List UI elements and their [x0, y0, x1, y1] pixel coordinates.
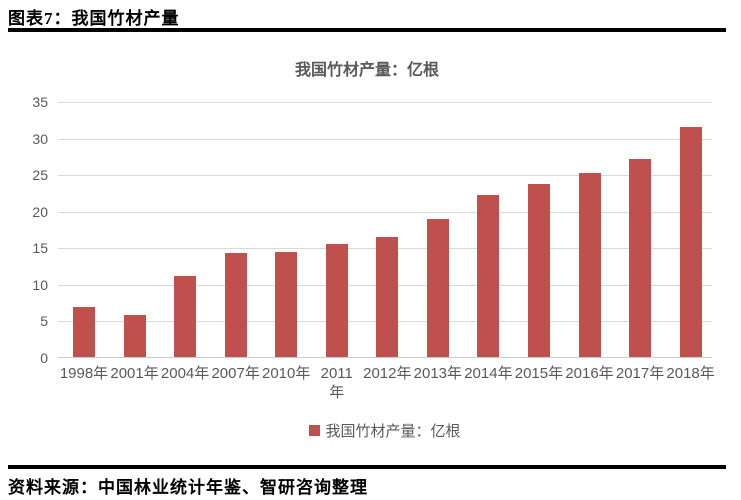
bar-1998年 [73, 307, 95, 357]
x-tick-label: 2015年 [514, 365, 564, 382]
figure-title: 图表7：我国竹材产量 [8, 9, 180, 28]
bar-2013年 [426, 218, 449, 357]
y-tick-label: 20 [32, 203, 48, 220]
x-tick-label: 2010年 [262, 365, 311, 382]
plot-area [58, 102, 712, 358]
figure-source: 资料来源：中国林业统计年鉴、智研咨询整理 [8, 478, 368, 497]
bar-2012年 [376, 237, 399, 357]
legend-swatch [309, 425, 321, 436]
x-tick-label: 2014年 [464, 365, 513, 382]
x-tick-label: 2012年 [363, 365, 412, 382]
chart-title: 我国竹材产量：亿根 [294, 62, 439, 79]
x-axis-labels: 1998年 2001年 2004年 2007年 2010年 2011 年 2012年 2013… [58, 364, 715, 406]
bar-2018年 [679, 126, 702, 357]
x-tick-label: 1998年 [59, 365, 109, 382]
x-tick-label: 2017年 [615, 365, 665, 382]
bar-2007年 [224, 253, 247, 357]
x-tick-label: 2001年 [110, 365, 159, 382]
y-tick-label: 15 [32, 240, 48, 257]
bar-2010年 [275, 251, 298, 357]
bar-2004年 [174, 275, 197, 357]
bar-2017年 [629, 158, 652, 357]
y-axis-labels: 0 5 10 15 20 25 30 35 [10, 94, 48, 366]
x-tick-label: 2013年 [413, 365, 463, 382]
bar-2014年 [477, 194, 500, 357]
x-tick-label: 2018年 [666, 365, 715, 382]
gridline [58, 138, 712, 140]
y-tick-label: 30 [32, 130, 48, 147]
x-tick-label: 2004年 [160, 365, 210, 382]
x-tick-label: 2007年 [211, 365, 260, 382]
x-axis-line [58, 357, 712, 358]
y-tick-label: 0 [40, 350, 48, 366]
bar-2011年 [325, 243, 348, 357]
figure-header: 图表7：我国竹材产量 [8, 4, 180, 29]
bar-2016年 [578, 173, 601, 357]
header-rule [8, 28, 726, 32]
gridline [58, 175, 712, 177]
x-tick-label: 2011 年 [320, 365, 353, 401]
legend-label: 我国竹材产量：亿根 [325, 423, 461, 440]
y-tick-label: 10 [32, 276, 48, 293]
y-tick-label: 35 [32, 94, 48, 110]
footer-rule [8, 465, 726, 469]
gridline [58, 102, 712, 103]
x-tick-label: 2016年 [565, 365, 614, 382]
bar-2015年 [527, 184, 550, 357]
chart-legend: 我国竹材产量：亿根 [58, 420, 712, 441]
bar-2001年 [123, 314, 146, 357]
y-tick-label: 5 [40, 313, 48, 330]
y-tick-label: 25 [32, 167, 48, 184]
gridline [58, 211, 712, 213]
